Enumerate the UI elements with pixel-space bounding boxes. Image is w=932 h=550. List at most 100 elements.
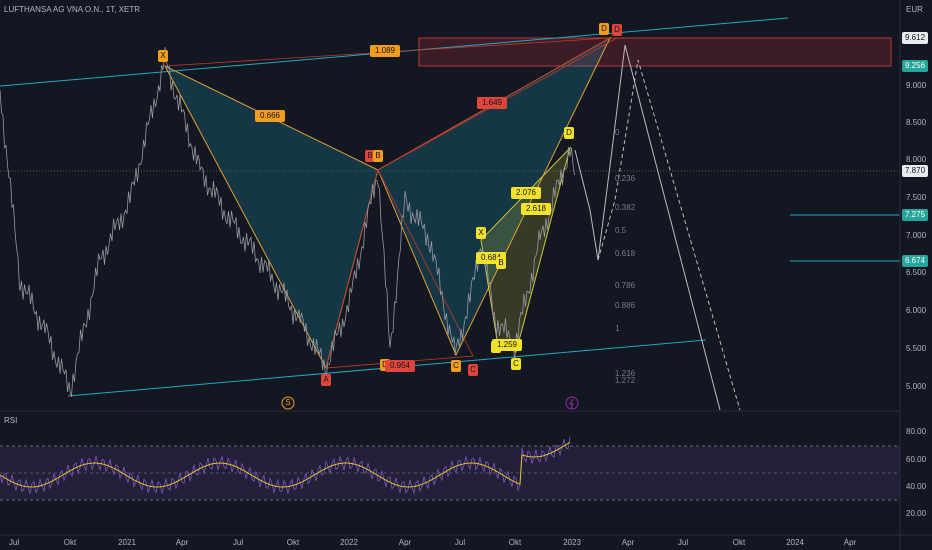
time-label: Okt	[287, 538, 300, 547]
symbol-title: LUFTHANSA AG VNA O.N., 1T, XETR	[4, 5, 140, 14]
pattern-tag	[255, 110, 285, 122]
pattern-label: C	[453, 361, 459, 370]
projection-dashed	[597, 59, 741, 411]
event-icon	[569, 398, 574, 409]
price-tag-label: 7.275	[905, 210, 926, 219]
pattern-lines	[164, 37, 618, 369]
fib-label: 0.236	[615, 174, 636, 183]
time-label: Apr	[399, 538, 412, 547]
pattern-label: X	[160, 51, 166, 60]
pattern-small	[480, 146, 571, 353]
price-tag	[902, 60, 928, 72]
price-label: 5.000	[906, 382, 927, 391]
pattern-tag	[451, 360, 461, 372]
pattern-tag	[564, 127, 574, 139]
fib-label: 1.236	[615, 369, 636, 378]
pattern-label: A	[323, 375, 329, 384]
pattern-label: 2.076	[516, 188, 537, 197]
pattern-tag	[477, 97, 507, 109]
price-tag	[902, 255, 928, 267]
price-label: 8.500	[906, 118, 927, 127]
time-label: Jul	[233, 538, 243, 547]
time-label: Jul	[678, 538, 688, 547]
pattern-label: B	[498, 258, 503, 267]
pattern-label: 0.954	[390, 361, 411, 370]
rsi-label: 80.00	[906, 427, 927, 436]
pattern-label: 1.089	[375, 46, 396, 55]
price-label: 9.000	[906, 81, 927, 90]
currency: EUR	[906, 5, 923, 14]
pattern-label: B	[367, 151, 372, 160]
event-marker	[281, 396, 295, 410]
pattern-label: 2.618	[526, 204, 547, 213]
pattern-label: X	[478, 228, 484, 237]
event-label: S	[285, 398, 290, 407]
pattern-label: D	[566, 128, 572, 137]
fib-label: 0.5	[615, 226, 627, 235]
pattern-label: 0.684	[481, 253, 502, 262]
rsi-label: 20.00	[906, 509, 927, 518]
rsi-line	[0, 436, 571, 495]
price-label: 7.000	[906, 231, 927, 240]
fib-label: 0	[615, 128, 620, 137]
price-label: 8.000	[906, 155, 927, 164]
time-label: Okt	[509, 538, 522, 547]
fib-label: 0.382	[615, 203, 636, 212]
time-label: Okt	[64, 538, 77, 547]
event-marker	[565, 396, 579, 410]
price-tag	[902, 165, 928, 177]
pattern-tag	[385, 360, 415, 372]
pattern-label: 1.259	[497, 340, 518, 349]
price-label: 7.500	[906, 193, 927, 202]
pattern-tag	[599, 23, 609, 35]
price-line	[0, 47, 575, 397]
pattern-label: C	[470, 365, 476, 374]
price-tag-label: 9.256	[905, 61, 926, 70]
pattern-tag	[612, 24, 622, 36]
rsi-ma	[0, 441, 571, 488]
price-tag-label: 6.674	[905, 256, 926, 265]
price-tag-label: 9.612	[905, 33, 926, 42]
fib-label: 0.886	[615, 301, 636, 310]
pattern-tag	[511, 358, 521, 370]
pattern-tag	[511, 187, 541, 199]
price-label: 6.000	[906, 306, 927, 315]
pattern-label: B	[375, 151, 380, 160]
pattern-label: 1.649	[482, 98, 503, 107]
time-label: Okt	[733, 538, 746, 547]
fib-label: 0.618	[615, 249, 636, 258]
price-label: 6.500	[906, 268, 927, 277]
time-label: 2022	[340, 538, 358, 547]
fib-label: 1.272	[615, 376, 636, 385]
price-label: 5.500	[906, 344, 927, 353]
fib-label: 0.786	[615, 281, 636, 290]
price-tag-label: 7.870	[905, 166, 926, 175]
time-label: 2024	[786, 538, 804, 547]
rsi-label: 60.00	[906, 455, 927, 464]
pattern-label: C	[513, 359, 519, 368]
pattern-label: D	[601, 24, 607, 33]
pattern-tag	[321, 374, 331, 386]
fib-label: 1	[615, 324, 620, 333]
time-label: 2023	[563, 538, 581, 547]
price-tag	[902, 32, 928, 44]
pattern-label: 0.666	[260, 111, 281, 120]
pattern-tag	[476, 227, 486, 239]
pattern-tag	[370, 45, 400, 57]
pattern-label: D	[614, 25, 620, 34]
price-tag	[902, 209, 928, 221]
pattern-tag	[492, 339, 522, 351]
time-label: Apr	[176, 538, 189, 547]
pattern-tag	[496, 257, 506, 269]
pattern-tag	[158, 50, 168, 62]
time-label: Jul	[9, 538, 19, 547]
rsi-title: RSI	[4, 416, 17, 425]
target-zone	[418, 37, 892, 67]
pattern-tag	[468, 364, 478, 376]
time-label: Jul	[455, 538, 465, 547]
pattern-tag	[373, 150, 383, 162]
rsi-label: 40.00	[906, 482, 927, 491]
time-label: 2021	[118, 538, 136, 547]
